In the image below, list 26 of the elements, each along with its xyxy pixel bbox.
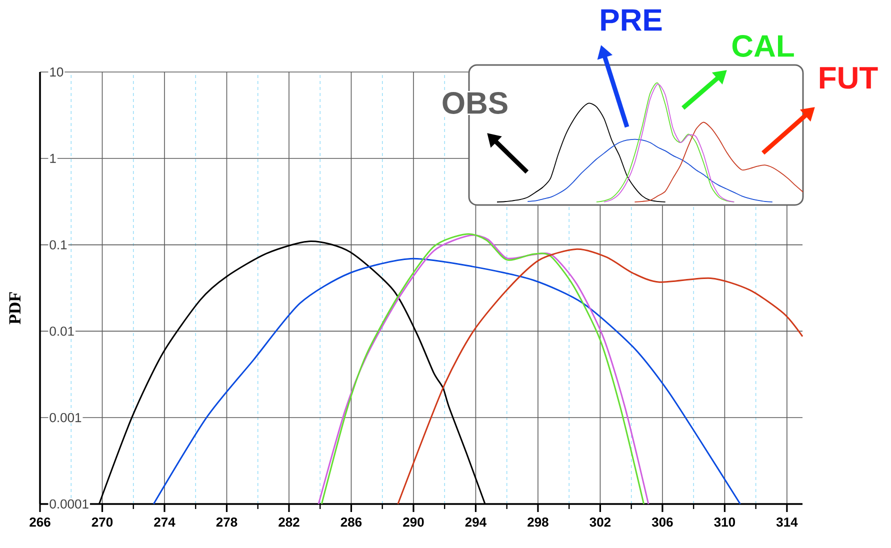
- x-tick-label: 306: [652, 518, 673, 527]
- y-tick-label: 0.01: [50, 326, 74, 336]
- x-tick-label: 310: [714, 518, 736, 527]
- text: CAL: [732, 35, 794, 57]
- x-tick-label: 286: [340, 518, 362, 527]
- x-tick-label: 274: [154, 518, 176, 527]
- line-series: [152, 258, 742, 505]
- x-tick-label: 282: [278, 518, 300, 527]
- y-tick-label: 0.0001: [50, 499, 88, 509]
- y-tick-label: 10: [50, 67, 64, 77]
- y-tick-label: 1: [50, 154, 56, 163]
- x-tick-label: 266: [30, 518, 50, 527]
- line-series: [397, 248, 804, 505]
- x-tick-label: 314: [776, 518, 798, 527]
- y-tick-label: 0.1: [50, 240, 67, 250]
- x-tick-label: 298: [528, 518, 548, 527]
- x-tick-label: 270: [92, 518, 113, 527]
- y-tick-label: 0.001: [50, 412, 82, 422]
- y-axis-title: PDF: [9, 292, 20, 324]
- text: PRE: [601, 9, 662, 31]
- x-tick-label: 302: [590, 518, 611, 527]
- x-tick-label: 290: [403, 518, 424, 527]
- x-tick-label: 278: [216, 518, 238, 527]
- text: FUT: [820, 67, 878, 89]
- series-label: OBS: [442, 92, 508, 114]
- x-tick-label: 294: [465, 518, 486, 527]
